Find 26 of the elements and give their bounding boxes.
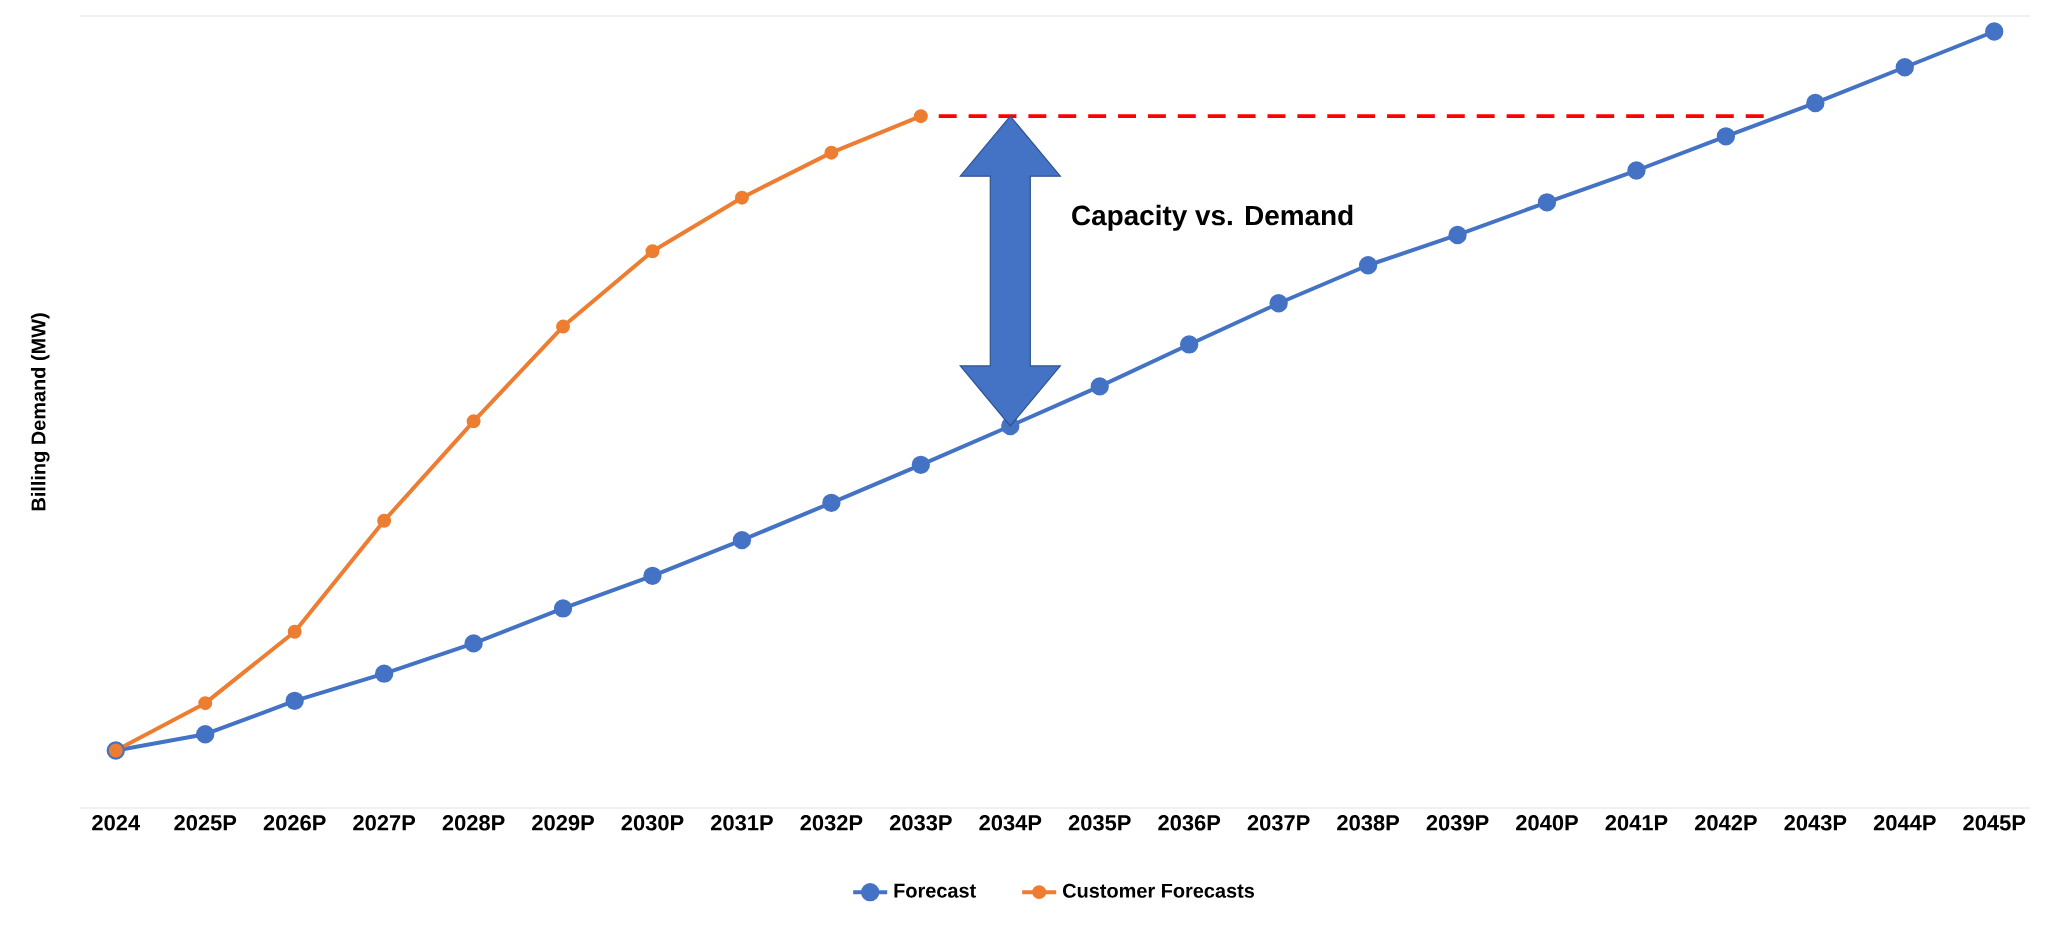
legend-label: Forecast [894,883,976,898]
x-tick-label: 2039P [1426,815,1489,831]
annotation: Capacity vs. Demand [1072,204,1353,231]
legend-label: Customer Forecasts [1063,883,1255,898]
x-tick-label: 2043P [1784,815,1847,831]
x-tick-label: 2025P [174,815,237,831]
x-tick-label: 2045P [1963,815,2026,831]
x-tick-label: 2028P [442,815,505,831]
x-tick-label: 2029P [532,815,594,831]
x-tick-label: 2030P [621,815,684,831]
x-tick-label: 2037P [1247,815,1310,831]
x-tick-label: 2041P [1605,815,1668,831]
x-tick-label: 2038P [1337,815,1400,831]
x-tick-label: 2027P [353,815,416,831]
x-tick-label: 2042P [1694,815,1757,831]
x-tick-label: 2040P [1516,815,1578,831]
x-tick-label: 2033P [889,815,952,831]
x-tick-label: 2031P [711,815,773,831]
x-tick-label: 2032P [800,815,863,831]
x-tick-label: 2036P [1158,815,1221,831]
y-axis-title: Billing Demand (MW) [30,313,50,511]
x-tick-label: 2044P [1873,815,1936,831]
x-tick-label: 2026P [263,815,326,831]
x-tick-label: 2035P [1068,815,1131,831]
x-tick-label: 2034P [979,815,1042,831]
x-tick-label: 2024 [92,815,141,831]
